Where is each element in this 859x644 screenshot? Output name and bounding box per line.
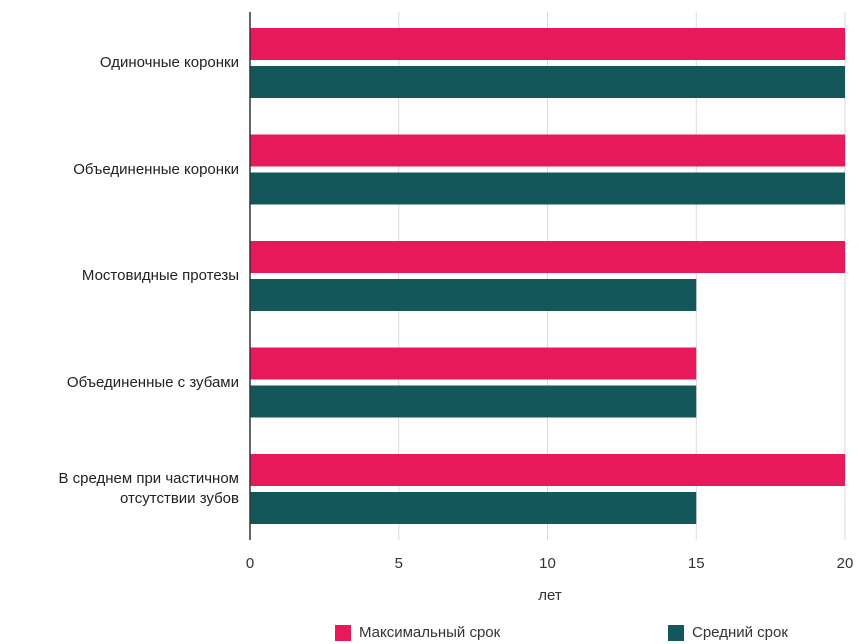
bar-max-2	[250, 241, 845, 273]
legend-label-max: Максимальный срок	[359, 624, 501, 641]
category-label: Объединенные с зубами	[67, 373, 239, 393]
category-label-line: Мостовидные протезы	[81, 267, 239, 284]
bar-max-4	[250, 454, 845, 486]
category-label-line: Объединенные коронки	[73, 160, 239, 178]
category-label-line: В среднем при частичном	[58, 470, 239, 487]
legend-item-avg: Средний срок	[668, 624, 788, 641]
x-tick-label: 5	[395, 555, 403, 572]
legend-swatch-avg	[668, 624, 684, 641]
bar-avg-1	[250, 172, 845, 205]
x-tick-label: 20	[837, 555, 854, 572]
category-label-line: Объединенные с зубами	[66, 373, 239, 391]
category-label: В среднем при частичном отсутствии зубов	[58, 469, 239, 509]
bar-max-3	[250, 347, 697, 380]
category-label-line: Одиночные коронки	[99, 54, 239, 71]
bar-avg-0	[250, 66, 845, 98]
category-label: Объединенные коронки	[73, 160, 239, 180]
bar-max-1	[250, 134, 845, 167]
bar-avg-2	[250, 279, 697, 311]
legend-item-max: Максимальный срок	[335, 624, 500, 641]
category-label: Мостовидные протезы	[82, 266, 239, 286]
legend-label-avg: Средний срок	[692, 624, 788, 641]
x-axis-title: лет	[538, 587, 562, 604]
category-label: Одиночные коронки	[100, 53, 239, 73]
x-tick-label: 15	[688, 555, 705, 572]
bar-avg-3	[250, 385, 697, 418]
bar-avg-4	[250, 492, 697, 524]
legend-swatch-max	[335, 624, 351, 641]
legend: Максимальный срок Средний срок	[0, 624, 859, 644]
x-tick-label: 0	[246, 555, 254, 572]
x-tick-label: 10	[539, 555, 556, 572]
category-label-line: отсутствии зубов	[120, 490, 239, 507]
bar-max-0	[250, 28, 845, 60]
